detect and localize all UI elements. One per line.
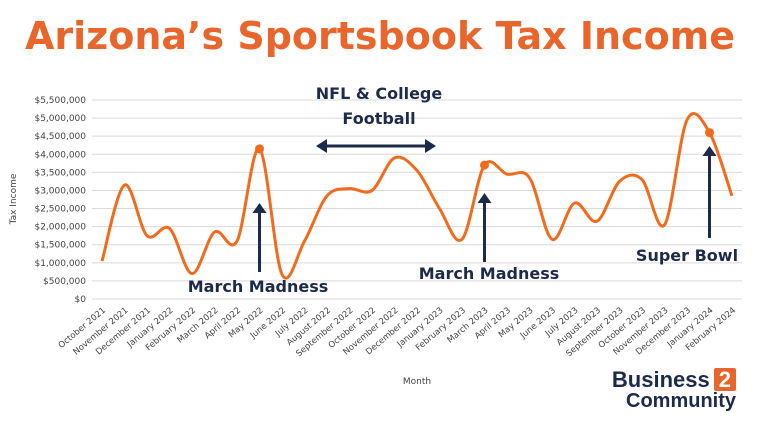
annotation-arrows: [252, 139, 717, 272]
highlight-point: [255, 144, 264, 154]
highlight-markers: [255, 128, 714, 170]
logo-word: Business: [611, 367, 710, 392]
logo-word-community: Community: [626, 390, 736, 413]
annotation-march-madness-1: March Madness: [188, 277, 329, 296]
grid-lines: [92, 99, 742, 300]
annotation-football-line2: Football: [342, 109, 415, 128]
highlight-point: [705, 128, 714, 138]
x-axis-label: Month: [403, 377, 431, 387]
logo-badge: 2: [713, 368, 736, 391]
y-tick-label: $4,000,000: [34, 150, 86, 160]
arrow-football-right-head: [425, 139, 436, 153]
y-tick-label: $3,500,000: [34, 168, 86, 178]
y-tick-label: $1,000,000: [34, 259, 86, 269]
y-tick-label: $0: [75, 295, 87, 305]
arrow-march-madness-1-head: [252, 203, 267, 213]
y-tick-label: $3,000,000: [34, 186, 86, 196]
y-tick-label: $5,500,000: [34, 96, 86, 106]
y-tick-label: $4,500,000: [34, 132, 86, 142]
arrow-march-madness-2-head: [477, 193, 492, 203]
annotation-super-bowl: Super Bowl: [636, 246, 738, 265]
y-tick-label: $5,000,000: [34, 114, 86, 124]
arrow-football-left-head: [316, 139, 327, 153]
y-axis-label: Tax Income: [9, 173, 19, 225]
y-tick-label: $2,000,000: [34, 223, 86, 233]
series-line: [100, 112, 734, 280]
y-tick-label: $500,000: [43, 277, 86, 287]
highlight-point: [480, 160, 489, 170]
annotation-march-madness-2: March Madness: [419, 264, 560, 283]
y-tick-label: $2,500,000: [34, 205, 86, 215]
arrow-super-bowl-head: [702, 146, 717, 156]
annotation-football-line1: NFL & College: [316, 84, 443, 103]
business2community-logo: Business 2 Community: [612, 368, 736, 412]
y-axis-ticks: $0 $500,000 $1,000,000 $1,500,000 $2,000,000…: [34, 96, 86, 305]
chart-title: Arizona’s Sportsbook Tax Income: [24, 14, 736, 58]
y-tick-label: $1,500,000: [34, 241, 86, 251]
